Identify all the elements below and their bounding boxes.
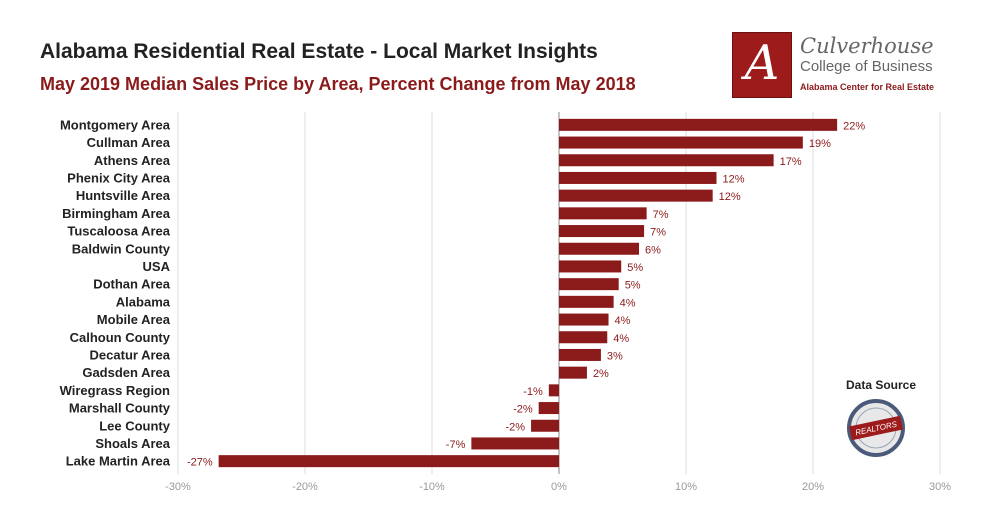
bar	[559, 313, 609, 326]
bar	[218, 455, 559, 468]
value-label: 7%	[653, 209, 669, 221]
bar	[559, 189, 713, 202]
logo-college-subname: College of Business	[800, 58, 933, 75]
value-label: 12%	[719, 191, 741, 203]
x-tick-label: 10%	[675, 481, 697, 493]
category-label: Baldwin County	[72, 241, 171, 256]
culverhouse-logo: A Culverhouse College of Business Alabam…	[732, 32, 962, 98]
realtors-badge-icon: REALTORS	[847, 399, 905, 457]
logo-college-name: Culverhouse	[800, 34, 934, 58]
bar-chart: Montgomery Area Cullman Area Athens Area Ph…	[60, 112, 951, 493]
category-label: Huntsville Area	[76, 188, 171, 203]
bar	[559, 118, 838, 131]
bar	[559, 154, 774, 167]
bar	[548, 384, 559, 397]
grid-lines	[177, 112, 941, 474]
data-source-label: Data Source	[846, 378, 917, 392]
category-label: Phenix City Area	[67, 170, 171, 185]
bar	[559, 225, 645, 238]
category-label: Alabama	[116, 294, 171, 309]
category-label: USA	[143, 259, 171, 274]
value-label: -7%	[446, 439, 466, 451]
bar	[559, 366, 587, 379]
logo-letter: A	[744, 35, 780, 91]
bar	[471, 437, 559, 450]
bar	[559, 278, 619, 291]
logo-center-name: Alabama Center for Real Estate	[800, 82, 935, 92]
value-label: 12%	[722, 173, 744, 185]
bar	[559, 331, 608, 344]
category-label: Wiregrass Region	[60, 383, 170, 398]
value-label: 4%	[613, 333, 629, 345]
bar	[559, 136, 803, 149]
category-label: Athens Area	[94, 153, 171, 168]
value-label: 5%	[627, 262, 643, 274]
value-label: 19%	[809, 138, 831, 150]
x-tick-label: -10%	[419, 481, 445, 493]
bar	[559, 348, 601, 361]
value-label: 7%	[650, 227, 666, 239]
bar	[538, 402, 559, 415]
value-label: -2%	[505, 421, 525, 433]
x-tick-labels: -30% -20% -10% 0% 10% 20% 30%	[165, 481, 951, 493]
category-label: Montgomery Area	[60, 117, 171, 132]
x-tick-label: -20%	[292, 481, 318, 493]
bar	[531, 419, 559, 432]
x-tick-label: -30%	[165, 481, 191, 493]
bar	[559, 171, 717, 184]
value-label: 3%	[607, 350, 623, 362]
value-label: 4%	[620, 297, 636, 309]
x-tick-label: 0%	[551, 481, 567, 493]
x-tick-label: 20%	[802, 481, 824, 493]
value-label: 4%	[615, 315, 631, 327]
value-label: 6%	[645, 244, 661, 256]
category-label: Tuscaloosa Area	[67, 224, 170, 239]
category-labels: Montgomery Area Cullman Area Athens Area Ph…	[60, 117, 171, 468]
value-label: 22%	[843, 120, 865, 132]
category-label: Decatur Area	[90, 347, 171, 362]
category-label: Calhoun County	[70, 330, 171, 345]
category-label: Cullman Area	[87, 135, 171, 150]
category-label: Birmingham Area	[62, 206, 171, 221]
category-label: Gadsden Area	[82, 365, 170, 380]
category-label: Dothan Area	[93, 277, 171, 292]
chart-title: Alabama Residential Real Estate - Local …	[40, 40, 598, 63]
category-label: Lee County	[99, 418, 171, 433]
bars	[218, 118, 838, 468]
value-label: 2%	[593, 368, 609, 380]
value-labels: 22%19%17%12%12%7%7%6%5%5%4%4%4%3%2%-1%-2…	[187, 120, 865, 468]
alabama-a-logo-icon: A	[732, 32, 792, 98]
chart-subtitle: May 2019 Median Sales Price by Area, Per…	[40, 74, 636, 94]
category-label: Shoals Area	[95, 436, 170, 451]
x-tick-label: 30%	[929, 481, 951, 493]
category-label: Lake Martin Area	[66, 454, 171, 469]
category-label: Mobile Area	[97, 312, 171, 327]
value-label: 5%	[625, 280, 641, 292]
value-label: 17%	[780, 156, 802, 168]
value-label: -2%	[513, 404, 533, 416]
category-label: Marshall County	[69, 401, 171, 416]
bar	[559, 242, 640, 255]
bar	[559, 295, 614, 308]
bar	[559, 207, 647, 220]
bar	[559, 260, 622, 273]
value-label: -27%	[187, 457, 213, 469]
value-label: -1%	[523, 386, 543, 398]
